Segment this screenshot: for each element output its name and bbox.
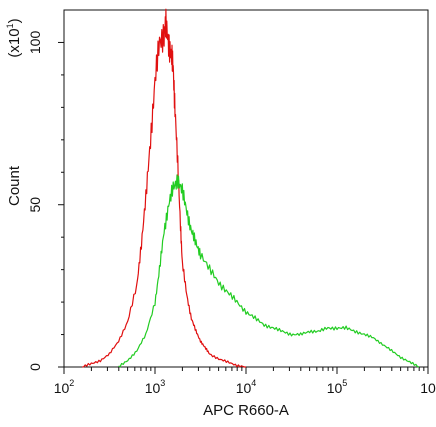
y-tick-label: 50 — [27, 197, 43, 213]
x-tick-base: 10 — [54, 380, 70, 396]
y-tick-label: 0 — [27, 363, 43, 371]
x-tick-base: 10 — [236, 380, 252, 396]
y-axis-label: Count — [6, 165, 23, 206]
x-tick-exponent: 2 — [69, 378, 74, 388]
x-tick-exponent: 3 — [160, 378, 165, 388]
x-tick-base: 10 — [145, 380, 161, 396]
x-tick-label: 102 — [54, 378, 75, 396]
x-tick-label: 10 — [420, 380, 436, 396]
x-axis-ticks: 102 103 104 105 10 — [54, 367, 436, 396]
x-tick-label: 105 — [327, 378, 348, 396]
y-scale-note: (x101) — [5, 18, 23, 57]
y-scale-close: ) — [6, 18, 23, 23]
series-green-line — [118, 174, 420, 368]
series-layer — [82, 8, 420, 368]
y-axis-ticks: 0 50 100 — [27, 31, 64, 371]
y-tick-label: 100 — [27, 31, 43, 55]
x-tick-base: 10 — [420, 380, 436, 396]
x-tick-exponent: 4 — [251, 378, 256, 388]
x-tick-exponent: 5 — [342, 378, 347, 388]
series-red-line — [82, 8, 246, 368]
y-scale-exponent: 1 — [5, 23, 15, 28]
x-axis-label: APC R660-A — [203, 402, 289, 419]
y-scale-prefix: (x10 — [6, 28, 23, 57]
x-tick-base: 10 — [327, 380, 343, 396]
x-tick-label: 104 — [236, 378, 257, 396]
x-tick-label: 103 — [145, 378, 166, 396]
